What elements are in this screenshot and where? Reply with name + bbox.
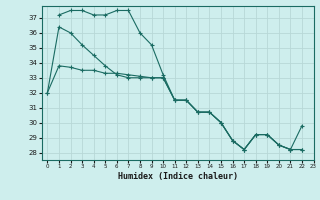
X-axis label: Humidex (Indice chaleur): Humidex (Indice chaleur)	[118, 172, 237, 181]
